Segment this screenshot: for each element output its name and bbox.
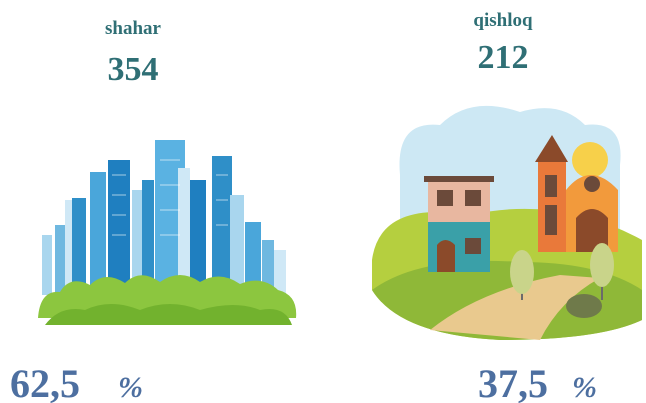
right-label: qishloq <box>473 10 533 31</box>
left-unit: % <box>118 371 143 403</box>
right-unit: % <box>572 371 597 403</box>
village-illustration <box>372 105 642 340</box>
left-label: shahar <box>105 18 162 39</box>
left-count: 354 <box>108 51 159 88</box>
right-count: 212 <box>478 39 529 76</box>
right-percent: 37,5 <box>478 361 548 403</box>
left-percent: 62,5 <box>10 361 80 403</box>
city-illustration <box>38 140 297 325</box>
